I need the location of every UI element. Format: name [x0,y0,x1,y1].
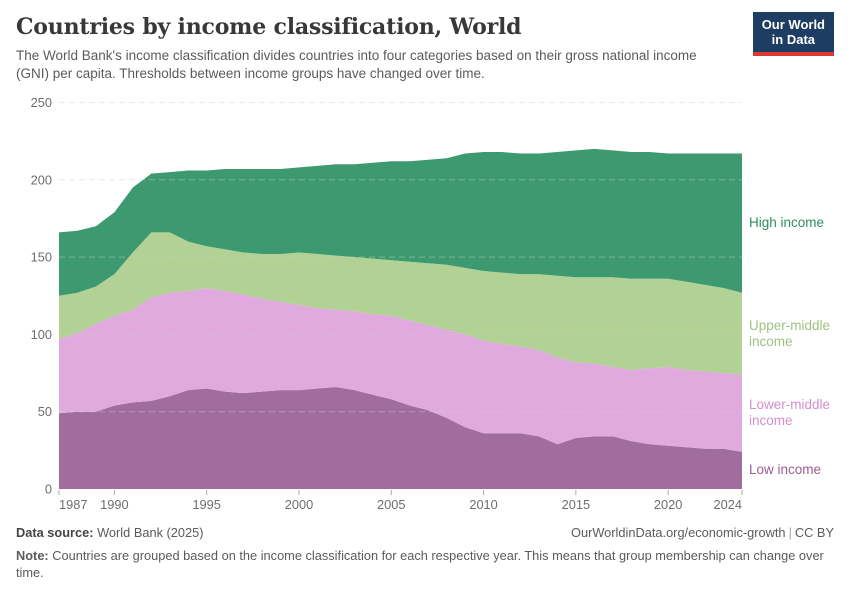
x-axis-tick-label: 2005 [377,497,405,512]
x-axis-tick-label: 1995 [192,497,220,512]
footer-separator: | [788,524,792,540]
chart-subtitle: The World Bank's income classification d… [16,48,697,81]
x-axis-tick-label: 1987 [59,497,87,512]
owid-logo-line1: Our World [761,17,825,32]
area-high-income[interactable] [59,148,742,296]
chart-canvas[interactable]: 0 50 100 150 200 250 1987 1990 1995 2000 2005 2010 2… [16,92,834,516]
owid-url-link[interactable]: OurWorldinData.org/economic-growth [571,524,786,540]
legend-label-low-income[interactable]: Low income [749,461,822,477]
x-axis-tick-label: 1990 [100,497,128,512]
area-lower-middle-income[interactable] [59,287,742,452]
legend-label-lower-middle-income[interactable]: Lower-middle income [749,396,831,428]
y-axis-tick-label: 100 [31,327,52,342]
chart-note: Note: Countries are grouped based on the… [16,547,834,582]
y-axis-tick-label: 50 [38,404,52,419]
chart-header: Countries by income classification, Worl… [16,12,834,83]
data-source-label: Data source: [16,524,94,540]
y-axis-tick-label: 250 [31,95,52,110]
license-text: CC BY [794,524,834,540]
x-axis-tick-label: 2015 [562,497,590,512]
legend-label-high-income[interactable]: High income [749,214,825,230]
area-upper-middle-income[interactable] [59,232,742,375]
owid-logo-accent-bar [752,51,834,56]
data-source: Data source: World Bank (2025) [16,525,204,540]
area-low-income[interactable] [59,386,742,489]
y-axis-tick-label: 150 [31,249,52,264]
page-title: Countries by income classification, Worl… [16,14,522,40]
data-source-text: World Bank (2025) [93,524,204,540]
y-axis-tick-label: 0 [45,481,52,496]
legend-label-upper-middle-income[interactable]: Upper-middle income [749,317,831,349]
stacked-area-chart[interactable]: 0 50 100 150 200 250 1987 1990 1995 2000 2005 2010 2… [16,92,834,516]
chart-footer: Data source: World Bank (2025) OurWorldi… [16,525,834,582]
owid-logo-text: Our World in Data [752,12,834,52]
x-axis-tick-label: 2000 [285,497,313,512]
x-axis-tick-label: 2020 [654,497,682,512]
x-axis-tick-label: 2010 [469,497,497,512]
x-axis-tick-label: 2024 [714,497,742,512]
owid-logo[interactable]: Our World in Data [752,12,834,56]
owid-logo-line2: in Data [771,32,816,48]
footer-links: OurWorldinData.org/economic-growth | CC BY [571,525,834,540]
y-axis-tick-label: 200 [31,172,52,187]
note-text: Countries are grouped based on the incom… [16,547,824,581]
footer-source-row: Data source: World Bank (2025) OurWorldi… [16,525,834,540]
note-label: Note: [16,547,49,563]
